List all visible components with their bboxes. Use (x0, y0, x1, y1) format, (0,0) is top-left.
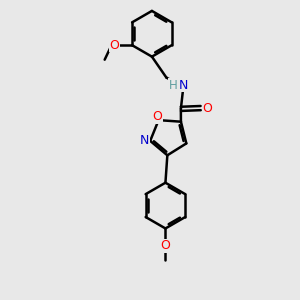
Text: N: N (140, 134, 149, 147)
Text: N: N (179, 79, 188, 92)
Text: O: O (160, 239, 170, 253)
Text: O: O (202, 102, 212, 115)
Text: O: O (110, 39, 119, 52)
Text: H: H (169, 79, 177, 92)
Text: O: O (152, 110, 162, 123)
